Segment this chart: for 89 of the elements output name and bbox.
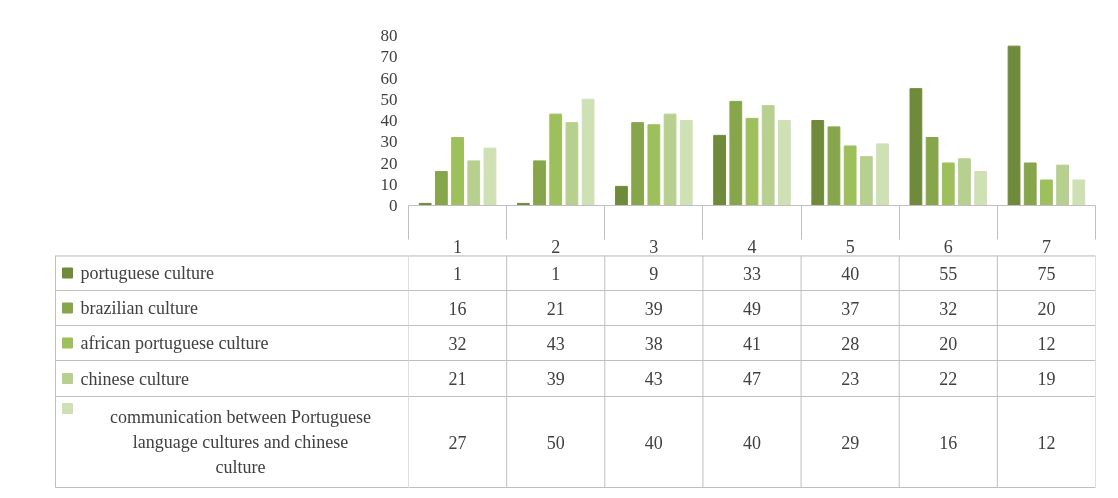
data-label: 40	[644, 432, 663, 453]
bar	[909, 88, 923, 206]
data-label: 22	[939, 369, 958, 389]
data-label: 1	[551, 263, 561, 284]
x-tick-label: 6	[943, 236, 953, 257]
bar	[549, 113, 563, 206]
bar	[974, 171, 988, 206]
legend-label: portuguese culture	[80, 263, 214, 283]
y-tick-label: 10	[380, 174, 398, 194]
bar	[843, 145, 857, 206]
bar	[925, 137, 939, 206]
y-tick-label: 20	[380, 153, 398, 173]
bar	[679, 120, 693, 206]
x-tick-label: 1	[453, 236, 463, 257]
x-tick-label: 2	[551, 236, 561, 257]
data-label: 37	[841, 298, 860, 319]
data-label: 38	[644, 333, 663, 354]
bar	[778, 120, 791, 206]
bar	[663, 113, 677, 206]
data-label: 43	[546, 333, 565, 354]
bar	[1072, 179, 1086, 206]
data-label: 40	[743, 432, 761, 453]
data-label: 12	[1037, 333, 1056, 354]
data-label: 12	[1037, 432, 1056, 453]
bar	[434, 171, 448, 206]
data-label: 33	[743, 263, 761, 284]
data-label: 39	[546, 369, 565, 389]
y-tick-label: 70	[380, 47, 398, 67]
y-tick-label: 30	[380, 132, 398, 152]
data-label: 32	[939, 298, 958, 319]
bar	[729, 100, 743, 206]
data-label: 19	[1037, 369, 1056, 389]
y-tick-label: 50	[380, 89, 398, 109]
bar	[761, 105, 775, 206]
data-label: 75	[1037, 263, 1056, 284]
legend-label: brazilian culture	[80, 298, 198, 318]
bar	[1056, 164, 1070, 206]
legend-label: african portuguese culture	[80, 333, 269, 353]
data-label: 27	[448, 432, 467, 453]
bar	[483, 147, 497, 206]
bar	[631, 122, 645, 206]
data-label: 20	[939, 333, 958, 354]
bar	[827, 126, 841, 206]
data-label: 49	[743, 298, 761, 319]
bar	[745, 117, 759, 206]
bar	[533, 160, 546, 206]
y-tick-label: 0	[389, 196, 398, 215]
bar	[647, 124, 661, 206]
data-label: 41	[743, 333, 761, 354]
data-label: 29	[841, 432, 860, 453]
y-tick-label: 60	[380, 68, 398, 88]
data-label: 47	[743, 369, 761, 389]
data-label: 16	[939, 432, 958, 453]
bar	[876, 143, 889, 206]
bar	[467, 160, 481, 206]
data-label: 21	[448, 369, 467, 389]
x-tick-label: 3	[649, 236, 659, 257]
x-tick-label: 5	[845, 236, 855, 257]
bar	[581, 98, 595, 206]
legend-label: chinese culture	[80, 368, 189, 389]
bar	[1023, 162, 1037, 206]
bar	[451, 137, 464, 206]
x-tick-label: 7	[1041, 236, 1051, 257]
data-label: 1	[453, 263, 463, 284]
bar	[958, 158, 971, 206]
y-tick-label: 80	[380, 26, 398, 45]
bar	[1040, 179, 1053, 206]
data-label: 40	[841, 263, 860, 284]
data-label: 23	[841, 369, 860, 389]
y-tick-label: 40	[380, 111, 398, 130]
data-label: 55	[939, 263, 958, 284]
data-label: 32	[448, 333, 467, 354]
legend-label: communication between Portuguese language cultures and chinese culture	[110, 407, 371, 477]
bar	[565, 122, 579, 206]
data-label: 21	[546, 298, 565, 319]
data-label: 20	[1037, 298, 1056, 319]
data-label: 50	[546, 432, 565, 453]
bar	[941, 162, 955, 206]
data-label: 16	[448, 298, 467, 319]
data-label: 43	[644, 369, 663, 389]
bar	[615, 185, 628, 206]
data-label: 28	[841, 333, 860, 354]
bar	[859, 156, 873, 206]
bar	[713, 134, 726, 206]
bar	[1007, 45, 1021, 206]
x-tick-label: 4	[747, 236, 757, 257]
bar	[811, 120, 825, 206]
data-label: 39	[644, 298, 663, 319]
data-label: 9	[649, 263, 659, 284]
